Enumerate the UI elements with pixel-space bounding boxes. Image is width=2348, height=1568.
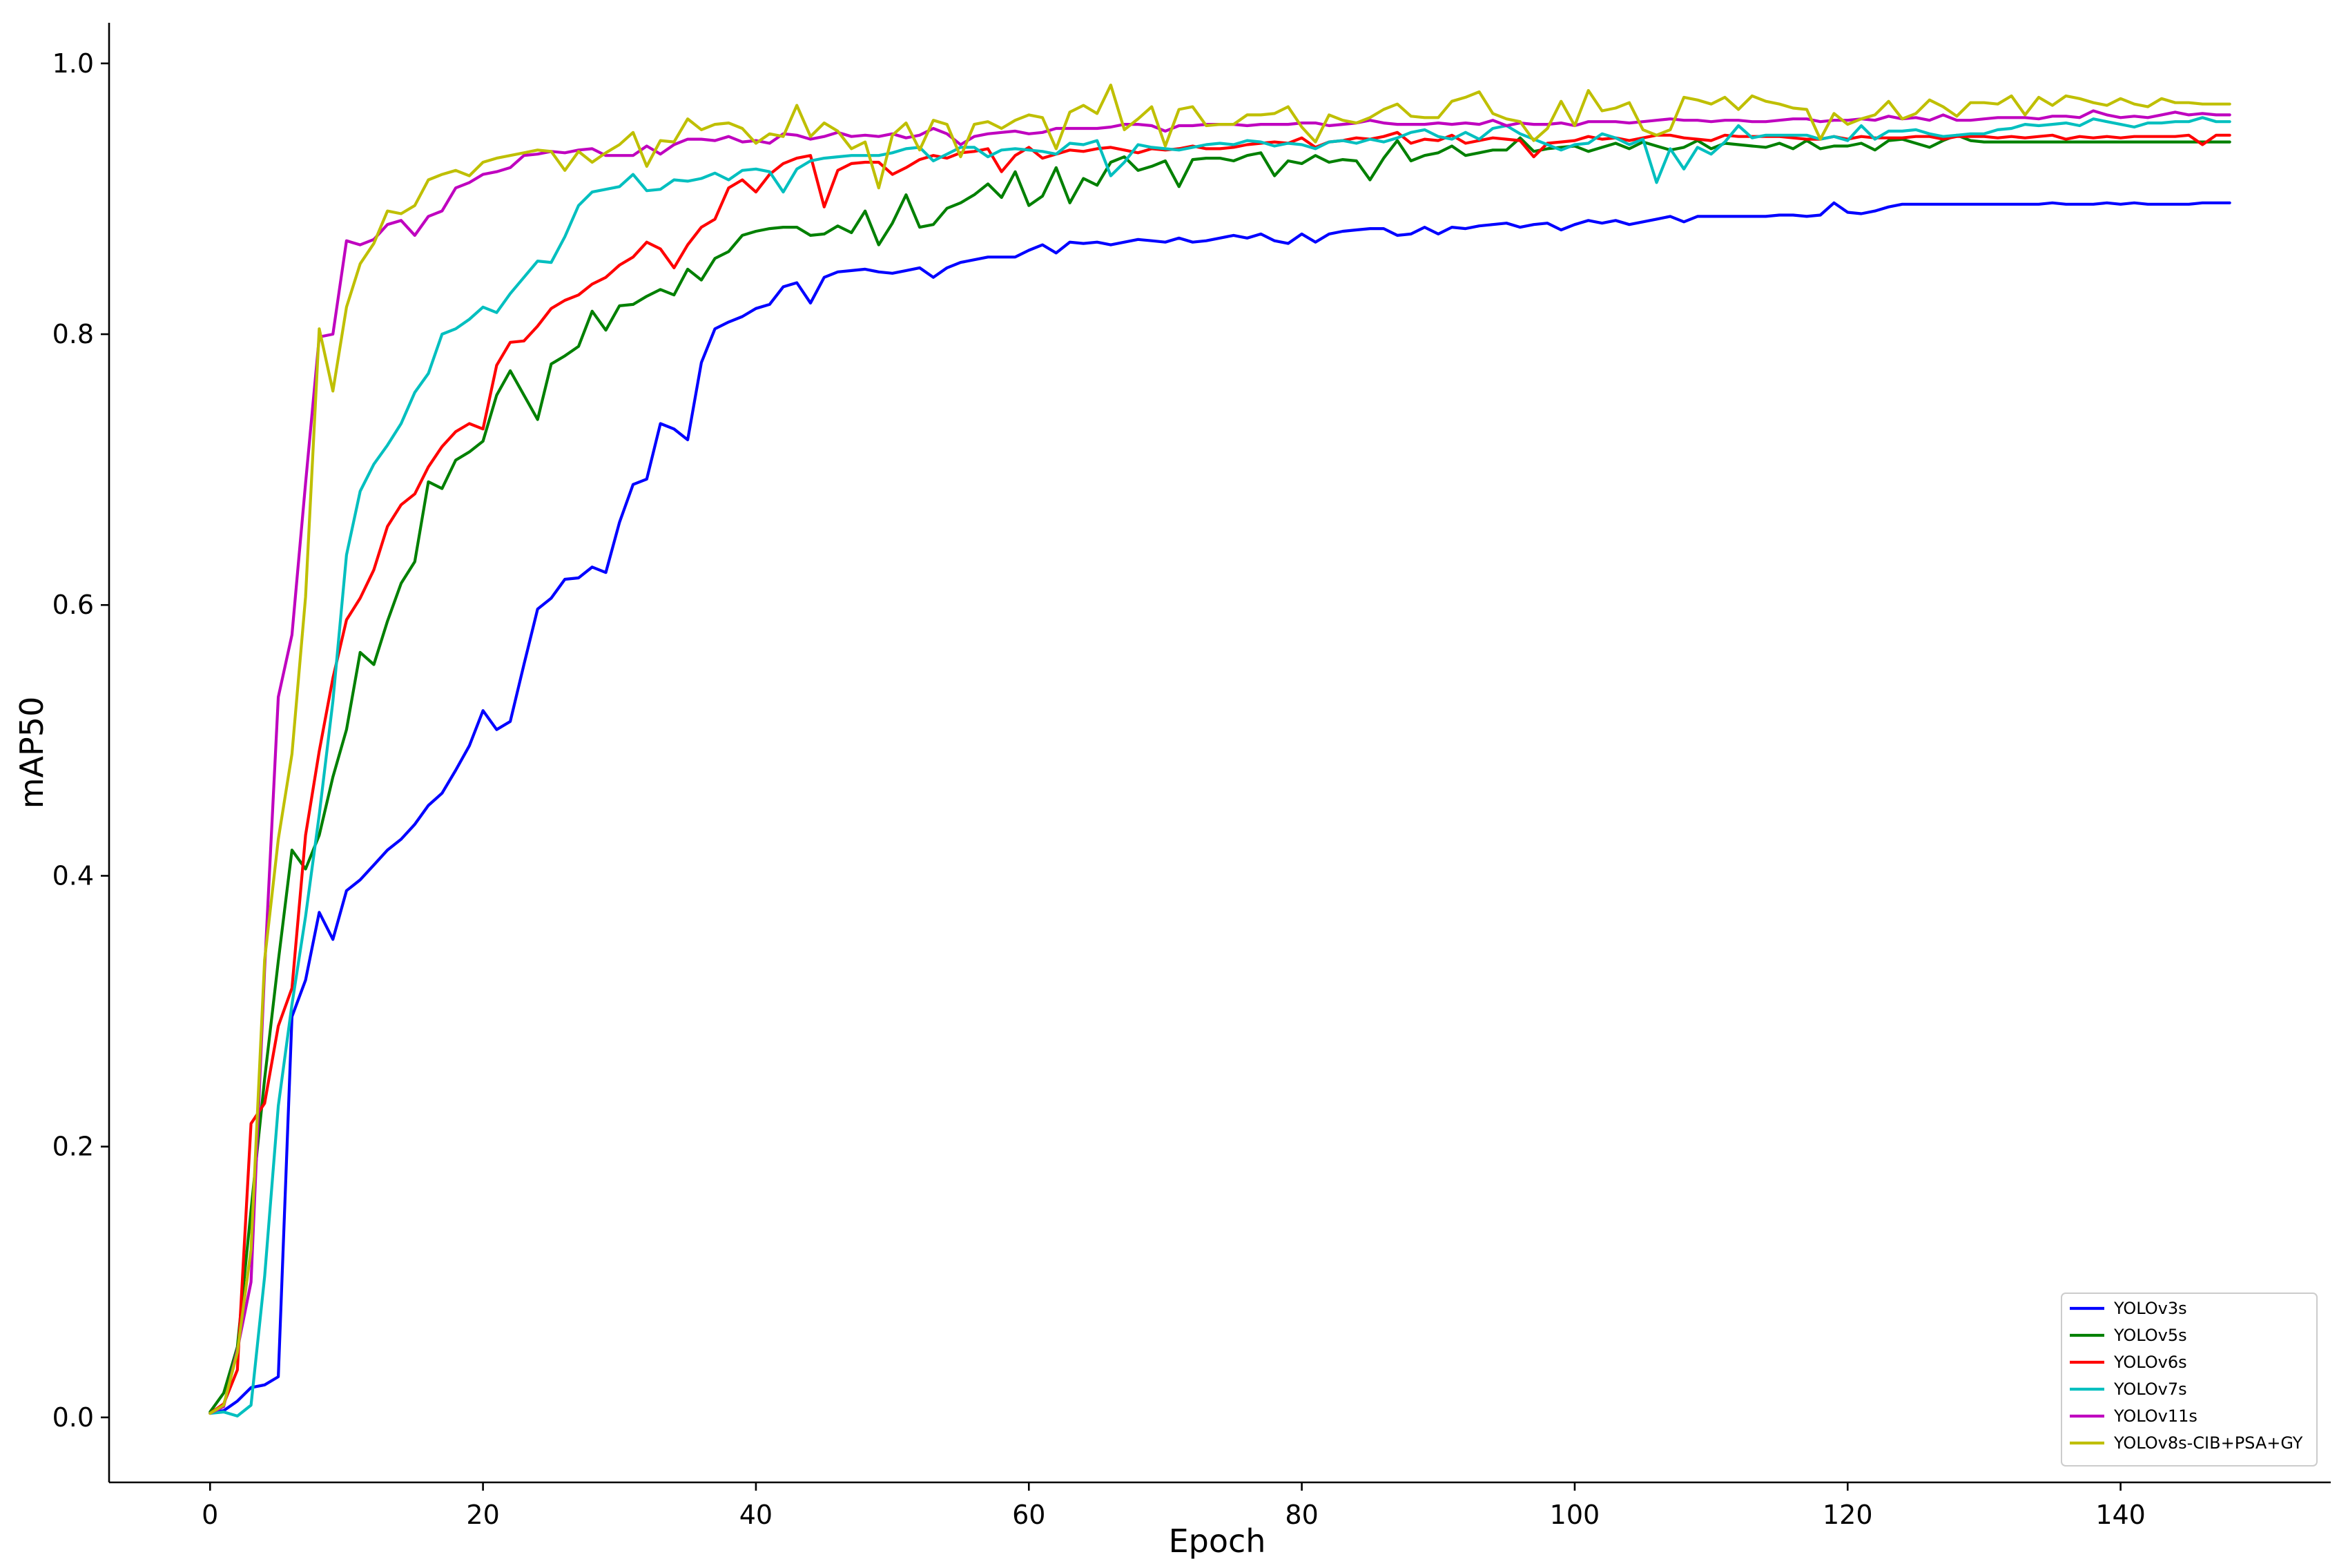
x-axis-title: Epoch xyxy=(1169,1522,1266,1560)
series-line-3 xyxy=(208,116,2231,1417)
x-tick-label: 100 xyxy=(1550,1500,1600,1530)
y-tick-label: 0.0 xyxy=(52,1402,94,1433)
series-line-2 xyxy=(208,130,2231,1415)
y-tick-label: 0.4 xyxy=(52,860,94,891)
legend: YOLOv3s YOLOv5s YOLOv6s YOLOv7s YOLOv11s YOLO… xyxy=(2061,1293,2318,1467)
x-tick-label: 120 xyxy=(1823,1500,1873,1530)
legend-label: YOLOv5s xyxy=(2113,1326,2187,1345)
y-tick-label: 0.2 xyxy=(52,1132,94,1162)
y-tick-label: 0.8 xyxy=(52,319,94,349)
series-line-1 xyxy=(208,133,2231,1414)
y-tick-label: 0.6 xyxy=(52,590,94,620)
y-tick-label: 1.0 xyxy=(52,48,94,79)
x-tick-label: 20 xyxy=(466,1500,499,1530)
x-tick-label: 40 xyxy=(739,1500,773,1530)
legend-label: YOLOv7s xyxy=(2113,1380,2187,1399)
legend-label: YOLOv6s xyxy=(2113,1353,2187,1372)
x-tick-label: 140 xyxy=(2095,1500,2146,1530)
legend-label: YOLOv8s-CIB+PSA+GY xyxy=(2113,1433,2303,1453)
x-tick-label: 60 xyxy=(1012,1500,1045,1530)
series-line-5 xyxy=(208,84,2231,1415)
y-axis-title: mAP50 xyxy=(13,697,50,809)
legend-label: YOLOv11s xyxy=(2113,1406,2197,1426)
series-line-0 xyxy=(208,201,2231,1415)
legend-box xyxy=(2061,1293,2318,1467)
legend-label: YOLOv3s xyxy=(2113,1299,2187,1318)
x-tick-label: 80 xyxy=(1285,1500,1318,1530)
x-tick-label: 0 xyxy=(202,1500,218,1530)
